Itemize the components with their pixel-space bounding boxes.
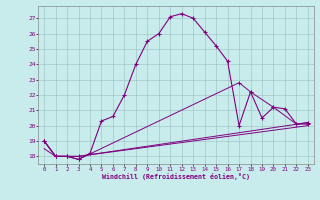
- X-axis label: Windchill (Refroidissement éolien,°C): Windchill (Refroidissement éolien,°C): [102, 173, 250, 180]
